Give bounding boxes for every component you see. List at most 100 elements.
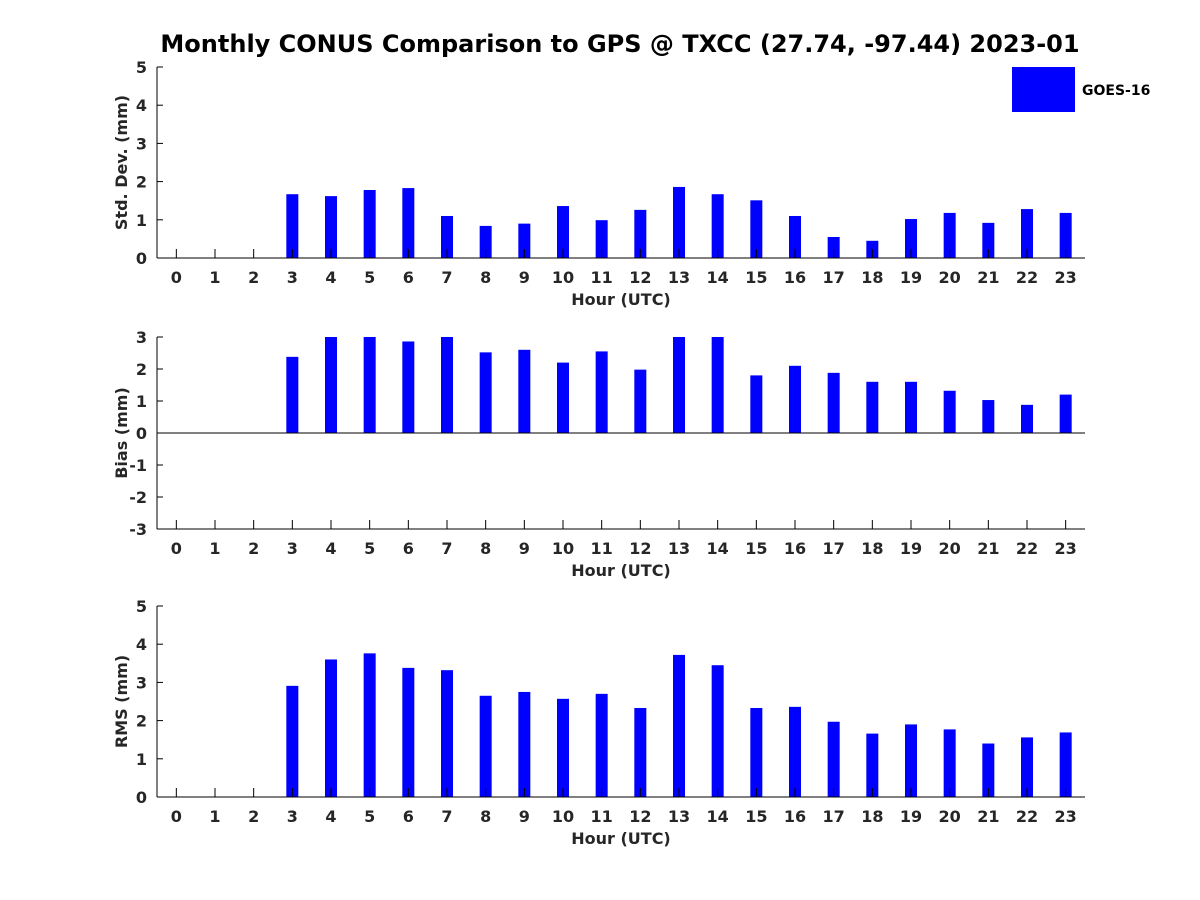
bar-bias-11 — [595, 351, 608, 433]
bar-bias-20 — [943, 390, 956, 433]
bar-bias-7 — [441, 337, 453, 433]
x-tick-label: 17 — [823, 268, 845, 287]
bar-rms-15 — [750, 707, 763, 797]
bar-std-21 — [982, 222, 995, 258]
bar-rms-10 — [557, 698, 569, 797]
x-tick-label: 10 — [552, 539, 574, 558]
x-tick-label: 7 — [441, 539, 452, 558]
x-tick-label: 6 — [403, 539, 414, 558]
x-tick-label: 8 — [480, 539, 491, 558]
bar-bias-9 — [518, 349, 531, 433]
x-tick-label: 9 — [519, 807, 530, 826]
x-tick-label: 23 — [1055, 268, 1077, 287]
y-tick-label: -3 — [129, 520, 147, 539]
x-tick-label: 23 — [1055, 807, 1077, 826]
x-tick-label: 9 — [519, 539, 530, 558]
x-tick-label: 6 — [403, 807, 414, 826]
bar-rms-23 — [1059, 732, 1072, 797]
y-tick-label: 1 — [136, 750, 147, 769]
x-tick-label: 10 — [552, 268, 574, 287]
bar-bias-22 — [1021, 404, 1033, 433]
bar-bias-13 — [673, 337, 685, 433]
x-tick-label: 15 — [745, 268, 767, 287]
bar-std-16 — [789, 215, 801, 258]
x-tick-label: 13 — [668, 539, 690, 558]
bar-rms-13 — [673, 654, 685, 797]
bar-rms-6 — [402, 667, 415, 797]
bar-std-9 — [518, 223, 531, 258]
x-tick-label: 7 — [441, 807, 452, 826]
x-tick-label: 14 — [707, 268, 729, 287]
x-tick-label: 14 — [707, 539, 729, 558]
bar-bias-3 — [286, 356, 299, 433]
y-tick-label: 1 — [136, 392, 147, 411]
bar-bias-19 — [905, 381, 917, 433]
bar-std-11 — [595, 220, 608, 258]
bar-std-23 — [1059, 212, 1072, 258]
bar-bias-15 — [750, 375, 763, 433]
y-tick-label: 0 — [136, 788, 147, 807]
bar-bias-10 — [557, 362, 569, 433]
y-axis-label: RMS (mm) — [112, 655, 131, 748]
x-tick-label: 16 — [784, 268, 806, 287]
x-tick-label: 17 — [823, 807, 845, 826]
bar-std-6 — [402, 188, 415, 258]
x-tick-label: 5 — [364, 539, 375, 558]
bar-bias-23 — [1059, 394, 1072, 433]
x-tick-label: 0 — [171, 539, 182, 558]
y-tick-label: -1 — [129, 456, 147, 475]
bar-rms-20 — [943, 729, 956, 797]
x-tick-label: 21 — [977, 807, 999, 826]
x-tick-label: 22 — [1016, 539, 1038, 558]
x-axis-label: Hour (UTC) — [571, 829, 671, 848]
bar-rms-22 — [1021, 737, 1033, 797]
x-tick-label: 2 — [248, 268, 259, 287]
x-tick-label: 0 — [171, 268, 182, 287]
x-tick-label: 21 — [977, 268, 999, 287]
x-tick-label: 10 — [552, 807, 574, 826]
bar-std-8 — [479, 225, 492, 258]
x-tick-label: 8 — [480, 807, 491, 826]
legend-swatch — [1012, 67, 1075, 112]
y-tick-label: 5 — [136, 58, 147, 77]
bar-std-10 — [557, 206, 569, 258]
x-tick-label: 3 — [287, 268, 298, 287]
x-tick-label: 20 — [939, 539, 961, 558]
x-tick-label: 20 — [939, 268, 961, 287]
x-axis-label: Hour (UTC) — [571, 561, 671, 580]
x-tick-label: 2 — [248, 807, 259, 826]
x-tick-label: 18 — [861, 539, 883, 558]
bar-std-15 — [750, 200, 763, 258]
x-tick-label: 17 — [823, 539, 845, 558]
y-tick-label: 0 — [136, 249, 147, 268]
y-tick-label: 1 — [136, 211, 147, 230]
bar-bias-4 — [325, 337, 337, 433]
bar-rms-18 — [866, 733, 879, 797]
bar-rms-12 — [634, 707, 647, 797]
bar-bias-16 — [789, 365, 801, 433]
bar-std-12 — [634, 209, 647, 258]
x-tick-label: 21 — [977, 539, 999, 558]
x-tick-label: 4 — [325, 268, 336, 287]
y-tick-label: 2 — [136, 173, 147, 192]
bar-rms-17 — [827, 721, 840, 797]
legend-label: GOES-16 — [1082, 83, 1150, 99]
legend: GOES-16 — [1012, 67, 1150, 112]
x-tick-label: 3 — [287, 539, 298, 558]
bar-std-7 — [441, 215, 453, 258]
x-tick-label: 12 — [629, 539, 651, 558]
bar-rms-8 — [479, 695, 492, 797]
bar-std-22 — [1021, 209, 1033, 258]
x-tick-label: 23 — [1055, 539, 1077, 558]
x-tick-label: 7 — [441, 268, 452, 287]
x-tick-label: 16 — [784, 539, 806, 558]
x-tick-label: 13 — [668, 807, 690, 826]
x-tick-label: 0 — [171, 807, 182, 826]
bar-bias-5 — [363, 337, 376, 433]
bar-bias-18 — [866, 381, 879, 433]
y-tick-label: 4 — [136, 635, 147, 654]
bar-bias-12 — [634, 369, 647, 433]
